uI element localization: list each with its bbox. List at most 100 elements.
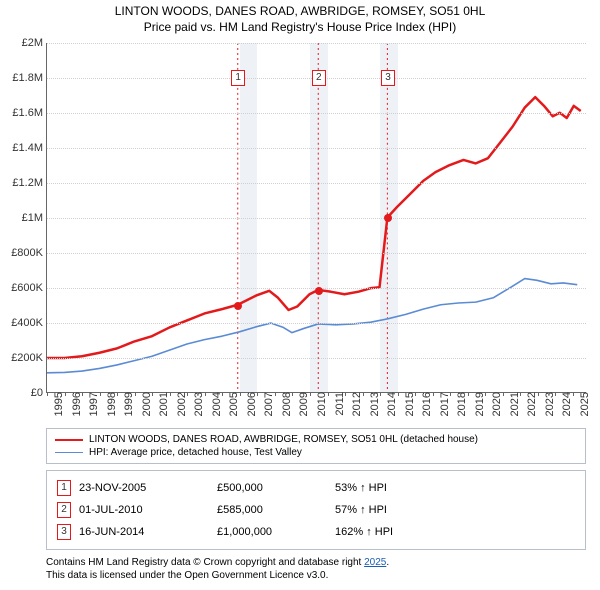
x-axis-label: 2014 [384, 392, 398, 416]
event-vs-hpi: 162% ↑ HPI [335, 526, 575, 538]
x-axis-label: 2006 [244, 392, 258, 416]
x-axis-tick [292, 392, 293, 396]
y-axis-label: £400K [11, 317, 47, 329]
x-axis-tick [222, 392, 223, 396]
x-axis-tick [82, 392, 83, 396]
chart-legend: LINTON WOODS, DANES ROAD, AWBRIDGE, ROMS… [46, 428, 586, 464]
x-axis-label: 2019 [472, 392, 486, 416]
event-date: 23-NOV-2005 [79, 482, 209, 494]
x-axis-tick [187, 392, 188, 396]
event-vs-hpi: 53% ↑ HPI [335, 482, 575, 494]
chart-footer: Contains HM Land Registry data © Crown c… [46, 556, 586, 582]
chart-gridline [47, 253, 586, 254]
x-axis-label: 1998 [104, 392, 118, 416]
sale-events-table: 123-NOV-2005£500,00053% ↑ HPI201-JUL-201… [46, 470, 586, 550]
x-axis-tick [398, 392, 399, 396]
x-axis-tick [240, 392, 241, 396]
x-axis-tick [433, 392, 434, 396]
x-axis-label: 2009 [296, 392, 310, 416]
x-axis-label: 1997 [86, 392, 100, 416]
chart-marker-index: 3 [381, 70, 395, 86]
event-date: 01-JUL-2010 [79, 504, 209, 516]
x-axis-tick [573, 392, 574, 396]
chart-gridline [47, 183, 586, 184]
x-axis-tick [345, 392, 346, 396]
x-axis-tick [47, 392, 48, 396]
x-axis-label: 2016 [419, 392, 433, 416]
event-date: 16-JUN-2014 [79, 526, 209, 538]
x-axis-tick [468, 392, 469, 396]
x-axis-tick [538, 392, 539, 396]
chart-marker-index: 2 [312, 70, 326, 86]
y-axis-label: £1M [22, 212, 47, 224]
legend-swatch [55, 439, 83, 441]
footer-line-1: Contains HM Land Registry data © Crown c… [46, 556, 586, 569]
x-axis-label: 2013 [367, 392, 381, 416]
x-axis-label: 1999 [121, 392, 135, 416]
x-axis-tick [328, 392, 329, 396]
sale-dot [384, 214, 392, 222]
x-axis-tick [310, 392, 311, 396]
legend-row: HPI: Average price, detached house, Test… [55, 446, 577, 459]
x-axis-label: 1996 [69, 392, 83, 416]
x-axis-tick [117, 392, 118, 396]
y-axis-label: £1.4M [12, 142, 47, 154]
title-line-1: LINTON WOODS, DANES ROAD, AWBRIDGE, ROMS… [0, 4, 600, 20]
sale-dot [234, 302, 242, 310]
event-row: 201-JUL-2010£585,00057% ↑ HPI [57, 499, 575, 521]
x-axis-label: 2022 [524, 392, 538, 416]
x-axis-tick [65, 392, 66, 396]
x-axis-label: 2010 [314, 392, 328, 416]
x-axis-label: 2023 [542, 392, 556, 416]
x-axis-label: 2018 [454, 392, 468, 416]
chart-series-subject [47, 97, 581, 358]
legend-label: HPI: Average price, detached house, Test… [89, 447, 302, 458]
y-axis-label: £2M [22, 37, 47, 49]
x-axis-label: 2002 [174, 392, 188, 416]
x-axis-tick [520, 392, 521, 396]
chart-title: LINTON WOODS, DANES ROAD, AWBRIDGE, ROMS… [0, 0, 600, 35]
x-axis-label: 2012 [349, 392, 363, 416]
footer-line-2: This data is licensed under the Open Gov… [46, 569, 586, 582]
chart-marker-index: 1 [231, 70, 245, 86]
x-axis-label: 2024 [559, 392, 573, 416]
x-axis-label: 2011 [332, 392, 346, 416]
y-axis-label: £1.6M [12, 107, 47, 119]
title-line-2: Price paid vs. HM Land Registry's House … [0, 20, 600, 36]
line-chart: £0£200K£400K£600K£800K£1M£1.2M£1.4M£1.6M… [46, 43, 586, 393]
x-axis-label: 2017 [437, 392, 451, 416]
x-axis-tick [205, 392, 206, 396]
x-axis-tick [555, 392, 556, 396]
sale-dot [315, 287, 323, 295]
x-axis-label: 2021 [507, 392, 521, 416]
y-axis-label: £1.8M [12, 72, 47, 84]
x-axis-tick [450, 392, 451, 396]
chart-gridline [47, 323, 586, 324]
event-row: 123-NOV-2005£500,00053% ↑ HPI [57, 477, 575, 499]
chart-gridline [47, 218, 586, 219]
x-axis-tick [363, 392, 364, 396]
x-axis-tick [415, 392, 416, 396]
x-axis-label: 2000 [139, 392, 153, 416]
footer-year-link[interactable]: 2025 [364, 557, 386, 568]
x-axis-tick [275, 392, 276, 396]
event-price: £500,000 [217, 482, 327, 494]
event-price: £1,000,000 [217, 526, 327, 538]
chart-gridline [47, 358, 586, 359]
x-axis-tick [257, 392, 258, 396]
x-axis-tick [152, 392, 153, 396]
legend-swatch [55, 452, 83, 453]
event-index: 2 [57, 502, 71, 518]
x-axis-tick [135, 392, 136, 396]
x-axis-label: 2008 [279, 392, 293, 416]
x-axis-tick [100, 392, 101, 396]
legend-label: LINTON WOODS, DANES ROAD, AWBRIDGE, ROMS… [89, 434, 478, 445]
y-axis-label: £200K [11, 352, 47, 364]
x-axis-label: 2025 [577, 392, 591, 416]
x-axis-label: 1995 [51, 392, 65, 416]
x-axis-tick [380, 392, 381, 396]
x-axis-tick [503, 392, 504, 396]
x-axis-label: 2007 [261, 392, 275, 416]
x-axis-label: 2005 [226, 392, 240, 416]
x-axis-label: 2003 [191, 392, 205, 416]
